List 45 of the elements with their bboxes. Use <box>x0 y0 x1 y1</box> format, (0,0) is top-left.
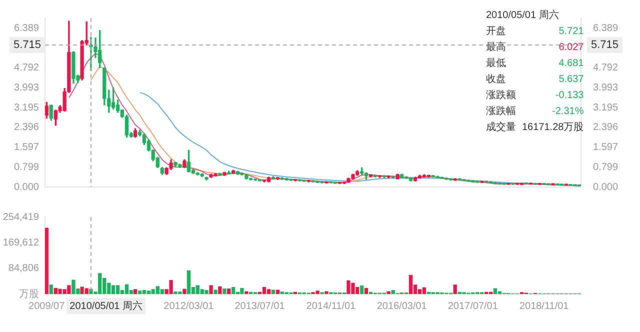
y-tick-label: 1.597 <box>14 142 40 154</box>
annotation: 最低 <box>486 57 506 71</box>
x-tick-label: 2014/11/01 <box>306 300 356 312</box>
y-tick-label: 0.799 <box>14 162 40 173</box>
ref-line-label: 5.715 <box>13 38 42 51</box>
annotation: 收盘 <box>486 73 506 87</box>
x-tick-label: 2012/03/01 <box>164 300 214 312</box>
y2-tick-label: 4.792 <box>593 62 618 74</box>
annotation: 4.681 <box>558 57 584 71</box>
y2-tick-label: 0.000 <box>593 182 618 193</box>
y2-tick-label: 1.597 <box>593 142 618 154</box>
y-tick-label: 3.993 <box>14 82 40 94</box>
annotation: 16171.28万股 <box>522 121 584 135</box>
y-tick-label: 6.389 <box>14 22 40 34</box>
y2-tick-label: 6.389 <box>593 22 618 34</box>
annotation: 开盘 <box>486 25 506 39</box>
y2-tick-label: 3.195 <box>593 102 618 114</box>
y-tick-label: 169,612 <box>2 237 40 248</box>
annotation: -2.31% <box>552 105 584 119</box>
annotation: 涨跌幅 <box>486 104 516 119</box>
annotation: 6.027 <box>558 41 584 55</box>
annotation: 成交量 <box>486 120 516 135</box>
x-tick-label: 2016/03/01 <box>376 300 428 312</box>
annotation: -0.133 <box>555 89 584 103</box>
annotation: 5.637 <box>558 73 584 87</box>
y-tick-label: 254,419 <box>2 212 40 223</box>
y-tick-label: 4.792 <box>14 62 40 74</box>
x-tick-label: 2013/07/01 <box>234 300 286 312</box>
x-tick-label: 2018/11/01 <box>519 300 570 312</box>
annotation: 2010/05/01 周六 <box>486 8 560 23</box>
y-tick-label: 万股 <box>19 288 39 300</box>
ref-line-label: 2010/05/01 周六 <box>70 300 143 312</box>
y2-tick-label: 3.993 <box>593 82 618 94</box>
annotation: 涨跌额 <box>486 88 516 103</box>
y2-tick-label: 0.799 <box>593 162 618 173</box>
x-tick-label: 2017/07/01 <box>448 300 498 312</box>
y-tick-label: 84,806 <box>8 263 40 274</box>
y-tick-label: 3.195 <box>14 102 40 114</box>
y-tick-label: 2.396 <box>14 122 40 134</box>
y2-tick-label: 2.396 <box>593 122 618 134</box>
y-tick-label: 0.000 <box>14 182 40 193</box>
annotation: 最高 <box>486 40 506 55</box>
x-tick-label: 2009/07 <box>28 300 66 312</box>
annotation: 5.721 <box>558 25 584 39</box>
text: 5.715 <box>591 38 619 51</box>
